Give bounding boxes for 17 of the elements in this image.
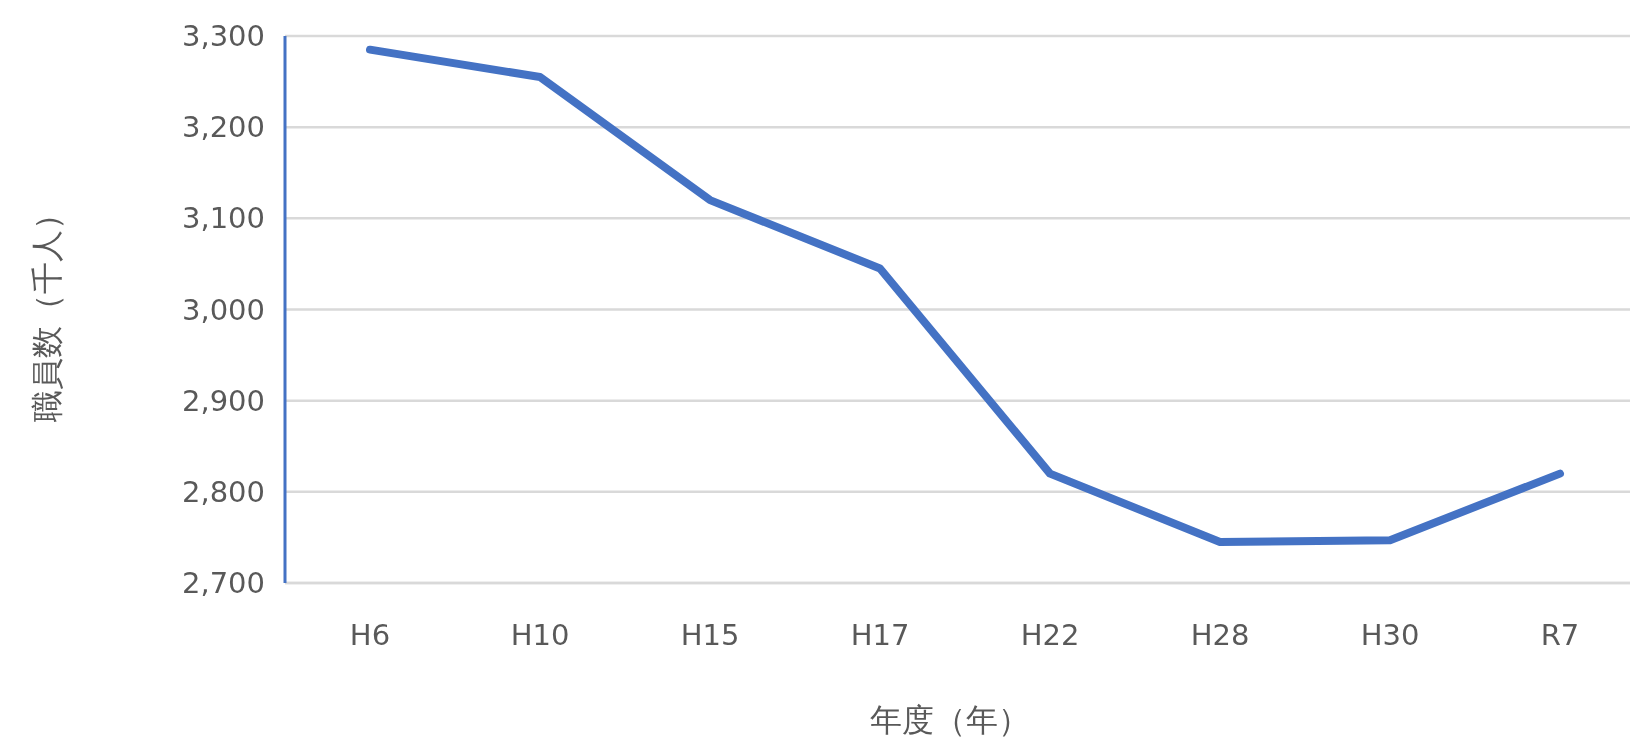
y-tick-label: 2,800 [181, 474, 265, 509]
y-tick-label: 3,300 [181, 19, 265, 54]
x-tick-label: H22 [1020, 618, 1080, 652]
x-tick-label: H28 [1190, 618, 1250, 652]
x-tick-label: H15 [680, 618, 740, 652]
y-tick-label: 3,000 [181, 292, 265, 327]
x-tick-label: H30 [1360, 618, 1420, 652]
x-tick-label: H6 [349, 618, 391, 652]
y-tick-label: 2,900 [181, 383, 265, 418]
x-tick-label: H10 [510, 618, 570, 652]
x-tick-label: R7 [1540, 618, 1580, 652]
y-tick-label: 3,100 [181, 201, 265, 236]
y-tick-label: 3,200 [181, 110, 265, 145]
y-tick-label: 2,700 [181, 566, 265, 601]
x-tick-label: H17 [850, 618, 910, 652]
y-axis-title: 職員数（千人） [28, 197, 66, 422]
x-axis-title: 年度（年） [870, 701, 1030, 739]
